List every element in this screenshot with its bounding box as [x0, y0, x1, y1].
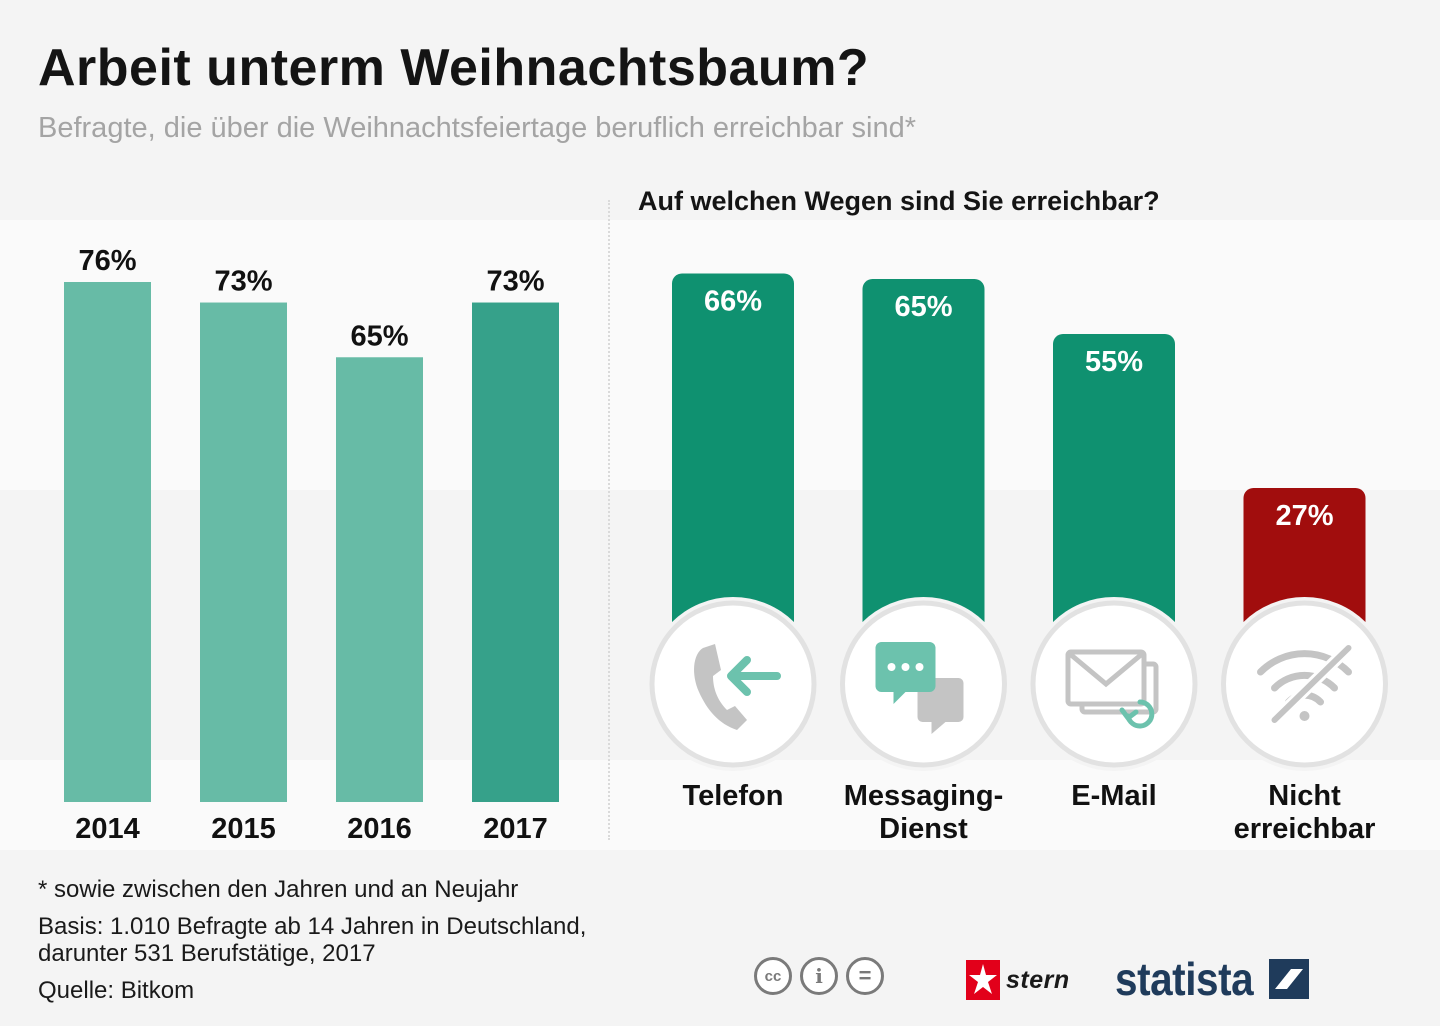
footnote-asterisk: * sowie zwischen den Jahren und an Neuja… [38, 876, 519, 903]
attribution-icon[interactable]: i [800, 957, 838, 995]
page-subtitle: Befragte, die über die Weihnachtsfeierta… [38, 112, 917, 144]
license-icons[interactable]: cc i = [754, 957, 884, 995]
bar-2016 [336, 357, 423, 802]
stern-logo[interactable]: stern [966, 958, 1070, 1002]
value-label: 73% [486, 266, 544, 298]
category-label: 2016 [347, 813, 412, 845]
category-label: 2017 [483, 813, 548, 845]
footnote-basis-1: Basis: 1.010 Befragte ab 14 Jahren in De… [38, 913, 587, 940]
channel-bar-1 [672, 273, 794, 684]
footnote-source: Quelle: Bitkom [38, 977, 195, 1004]
stern-wordmark: stern [1006, 965, 1070, 994]
bar-2017 [472, 302, 559, 802]
stern-star-icon [966, 960, 1000, 1000]
icon-circle [649, 600, 817, 768]
channel-label: E-Mail [1071, 780, 1156, 812]
statista-mark-icon [1269, 959, 1309, 999]
channel-label: Telefon [683, 780, 784, 812]
value-label: 65% [350, 320, 408, 352]
channel-value-label: 27% [1275, 500, 1333, 532]
category-label: 2015 [211, 813, 276, 845]
chart-divider [608, 200, 610, 840]
email-sync-icon [1065, 649, 1159, 729]
category-label: 2014 [75, 813, 140, 845]
channel-label: erreichbar [1234, 813, 1376, 845]
statista-logo[interactable]: statista [1115, 952, 1309, 1006]
channel-label: Dienst [879, 813, 968, 845]
bar-2015 [200, 302, 287, 802]
statista-wordmark: statista [1115, 953, 1254, 1005]
channel-bar-2 [862, 279, 985, 684]
channel-value-label: 55% [1085, 346, 1143, 378]
channel-value-label: 66% [704, 286, 762, 318]
channel-label: Nicht [1268, 780, 1341, 812]
channel-value-label: 65% [894, 291, 952, 323]
value-label: 76% [78, 245, 136, 277]
footnote-basis-2: darunter 531 Berufstätige, 2017 [38, 940, 376, 967]
chat-bubbles-icon [875, 642, 964, 734]
wifi-off-icon [1257, 643, 1353, 725]
channels-heading: Auf welchen Wegen sind Sie erreichbar? [638, 186, 1160, 216]
cc-icon[interactable]: cc [754, 957, 792, 995]
phone-incoming-icon [694, 644, 781, 730]
bar-2014 [64, 282, 151, 802]
channel-label: Messaging- [844, 780, 1004, 812]
value-label: 73% [214, 266, 272, 298]
channel-bar-3 [1053, 334, 1175, 684]
no-derivatives-icon[interactable]: = [846, 957, 884, 995]
page-title: Arbeit unterm Weihnachtsbaum? [38, 39, 870, 97]
